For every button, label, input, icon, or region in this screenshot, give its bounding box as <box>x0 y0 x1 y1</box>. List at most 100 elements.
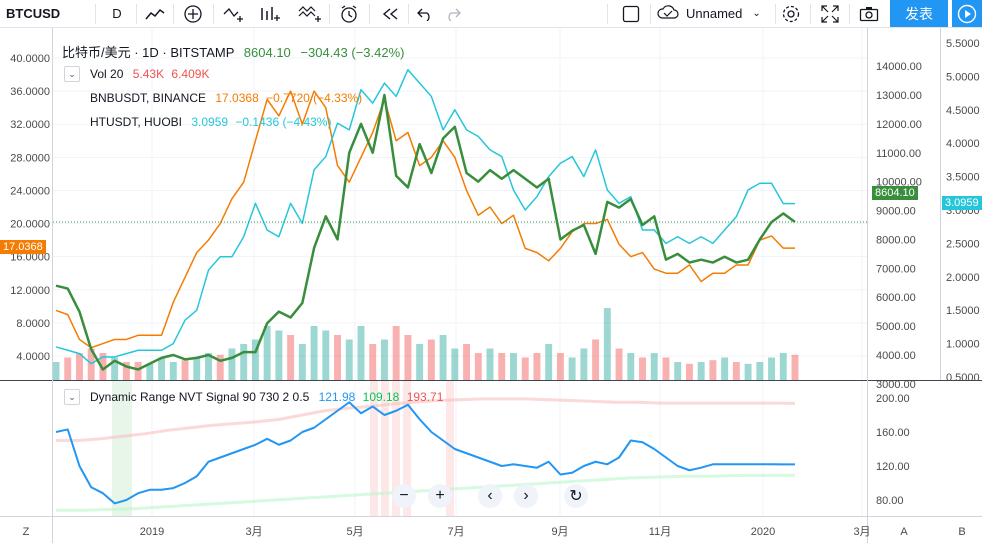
high-signal-zone <box>392 380 400 516</box>
price-axis-tick: 3000.00 <box>876 379 916 391</box>
volume-bar <box>345 339 353 380</box>
volume-bar <box>709 360 717 380</box>
symbol-search[interactable]: BTCUSD <box>6 6 61 21</box>
volume-bar <box>404 335 412 380</box>
price-axis-tick: 11000.00 <box>876 148 921 160</box>
snapshot-icon[interactable] <box>857 0 881 27</box>
right-axis-tick: 5.0000 <box>946 71 980 83</box>
auto-scale-button: A <box>900 526 908 538</box>
play-icon[interactable] <box>952 0 982 27</box>
price-axis-tick: 14000.00 <box>876 61 922 73</box>
alert-icon[interactable] <box>337 0 363 27</box>
volume-bar <box>99 353 107 380</box>
volume-bar <box>439 335 447 380</box>
toolbar-divider <box>95 4 96 24</box>
main-change: −304.43 (−3.42%) <box>300 45 405 60</box>
price-axis-tick: 8000.00 <box>876 234 916 246</box>
volume-bar <box>369 344 377 380</box>
scroll-right-button[interactable]: › <box>514 484 538 508</box>
volume-bar <box>697 362 705 380</box>
volume-bar <box>732 362 740 380</box>
price-axis-tick: 4000.00 <box>876 350 916 362</box>
volume-bar <box>193 357 201 380</box>
volume-bar <box>75 353 83 380</box>
indicator-legend[interactable]: Dynamic Range NVT Signal 90 730 2 0.5 12… <box>90 390 443 404</box>
scroll-left-button[interactable]: ‹ <box>478 484 502 508</box>
toolbar-divider <box>650 4 651 24</box>
publish-button[interactable]: 发表 <box>890 0 948 27</box>
toolbar-divider <box>849 4 850 24</box>
right-axis-tick: 2.5000 <box>946 238 980 250</box>
collapse-indicator-icon[interactable]: ⌄ <box>64 389 80 405</box>
volume-bar <box>756 362 764 380</box>
compare-icon[interactable] <box>222 0 246 27</box>
toolbar-divider <box>173 4 174 24</box>
right-axis-tick: 1.0000 <box>946 339 980 351</box>
templates-icon[interactable] <box>297 0 323 27</box>
toolbar-divider <box>213 4 214 24</box>
left-axis-tick: 28.0000 <box>10 152 50 164</box>
high-signal-zone <box>403 380 411 516</box>
btc-price-tag: 8604.10 <box>872 186 918 200</box>
volume-bar <box>357 326 365 380</box>
volume-bar <box>744 363 752 380</box>
interval-button[interactable]: D <box>112 6 122 21</box>
reset-chart-button[interactable]: ↻ <box>564 484 588 508</box>
volume-bar <box>768 357 776 380</box>
volume-bar <box>615 348 623 380</box>
bnb-legend[interactable]: BNBUSDT, BINANCE 17.0368 −0.7720 (−4.33%… <box>90 91 362 105</box>
volume-bar <box>334 335 341 380</box>
volume-bar <box>779 353 787 380</box>
add-indicator-icon[interactable] <box>181 0 205 27</box>
indicators-icon[interactable] <box>258 0 284 27</box>
ht-legend[interactable]: HTUSDT, HUOBI 3.0959 −0.1436 (−4.43%) <box>90 115 331 129</box>
redo-icon[interactable] <box>442 0 464 27</box>
ht-change: −0.1436 (−4.43%) <box>235 115 332 129</box>
ht-price-tag: 3.0959 <box>942 196 982 210</box>
indicator-axis-tick: 120.00 <box>876 461 910 473</box>
high-signal-zone <box>446 380 454 516</box>
zoom-out-button[interactable]: − <box>392 484 416 508</box>
layout-name-menu[interactable]: Unnamed ⌄ <box>656 0 768 27</box>
volume-bar <box>64 357 72 380</box>
chart-canvas[interactable]: 40.0000 36.0000 32.0000 28.0000 24.0000 20.00… <box>0 28 982 543</box>
main-legend[interactable]: 比特币/美元 · 1D · BITSTAMP 8604.10 −304.43 (… <box>62 42 404 61</box>
indicator-axis-tick: 160.00 <box>876 427 910 439</box>
line-chart-icon[interactable] <box>144 0 166 27</box>
volume-bar <box>181 360 189 380</box>
volume-bar <box>463 344 471 380</box>
undo-icon[interactable] <box>414 0 436 27</box>
volume-bar <box>451 348 459 380</box>
volume-bar <box>416 344 424 380</box>
upper-band-line <box>56 397 796 442</box>
right-axis-tick: 0.5000 <box>946 372 980 384</box>
replay-icon[interactable] <box>378 0 402 27</box>
log-scale-button: B <box>958 526 965 538</box>
volume-bar <box>322 330 330 380</box>
volume-bar <box>240 344 248 380</box>
vol-value-2: 6.409K <box>171 67 210 81</box>
high-signal-zone <box>370 380 378 516</box>
volume-bar <box>486 348 494 380</box>
ht-name: HTUSDT, HUOBI <box>90 115 183 129</box>
time-axis-tick: 2019 <box>140 526 164 538</box>
zoom-in-button[interactable]: + <box>428 484 452 508</box>
indicator-bands <box>56 380 796 516</box>
layout-icon[interactable] <box>620 0 642 27</box>
price-lines <box>53 68 867 505</box>
settings-icon[interactable] <box>779 0 803 27</box>
top-toolbar: BTCUSD D Unnamed ⌄ <box>0 0 982 28</box>
axis-labels: 40.0000 36.0000 32.0000 28.0000 24.0000 20.00… <box>10 38 979 538</box>
left-axis-tick: 24.0000 <box>10 185 50 197</box>
collapse-legend-icon[interactable]: ⌄ <box>64 66 80 82</box>
bnb-change: −0.7720 (−4.33%) <box>266 91 363 105</box>
volume-legend[interactable]: Vol 20 5.43K 6.409K <box>90 67 209 81</box>
high-signal-zone <box>381 380 389 516</box>
time-axis-tick: 5月 <box>346 526 363 538</box>
fullscreen-icon[interactable] <box>818 0 842 27</box>
volume-bar <box>674 362 682 380</box>
volume-bar <box>498 353 506 380</box>
volume-bar <box>791 354 799 380</box>
vol-label: Vol 20 <box>90 67 124 81</box>
left-axis-tick: 8.0000 <box>16 318 50 330</box>
